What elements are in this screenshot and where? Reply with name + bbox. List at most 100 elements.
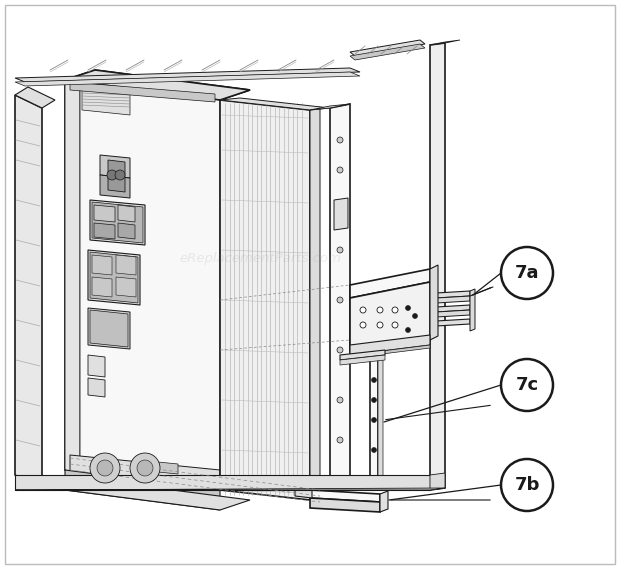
Polygon shape — [100, 155, 130, 178]
Polygon shape — [220, 98, 330, 110]
Polygon shape — [90, 200, 145, 245]
Polygon shape — [380, 491, 388, 512]
Circle shape — [371, 398, 376, 402]
Circle shape — [392, 322, 398, 328]
Circle shape — [107, 170, 117, 180]
Polygon shape — [470, 289, 475, 331]
Circle shape — [412, 314, 417, 319]
Polygon shape — [378, 352, 383, 489]
Polygon shape — [352, 310, 470, 322]
Circle shape — [115, 170, 125, 180]
Polygon shape — [340, 350, 385, 360]
Circle shape — [371, 418, 376, 423]
Circle shape — [90, 453, 120, 483]
Polygon shape — [92, 277, 112, 297]
Polygon shape — [15, 95, 42, 488]
Polygon shape — [352, 305, 470, 317]
Polygon shape — [90, 252, 138, 303]
Circle shape — [405, 328, 410, 332]
Polygon shape — [92, 255, 112, 275]
Text: eReplacementParts.com: eReplacementParts.com — [179, 253, 342, 265]
Polygon shape — [108, 160, 125, 192]
Circle shape — [371, 447, 376, 452]
Polygon shape — [350, 335, 430, 355]
Polygon shape — [94, 205, 115, 222]
Polygon shape — [118, 223, 135, 239]
Polygon shape — [350, 40, 425, 56]
Polygon shape — [65, 70, 250, 100]
Polygon shape — [310, 104, 350, 110]
Circle shape — [337, 297, 343, 303]
Polygon shape — [340, 355, 385, 365]
Polygon shape — [352, 319, 470, 331]
Circle shape — [337, 137, 343, 143]
Circle shape — [337, 347, 343, 353]
Text: 7b: 7b — [515, 476, 539, 494]
Circle shape — [371, 377, 376, 382]
Polygon shape — [82, 88, 130, 115]
Polygon shape — [334, 198, 348, 230]
Polygon shape — [158, 462, 178, 474]
Polygon shape — [370, 352, 383, 355]
Polygon shape — [94, 223, 115, 239]
Polygon shape — [65, 80, 80, 473]
Circle shape — [377, 322, 383, 328]
Circle shape — [337, 437, 343, 443]
Polygon shape — [430, 265, 438, 340]
Circle shape — [137, 460, 153, 476]
Circle shape — [337, 397, 343, 403]
Polygon shape — [430, 473, 445, 490]
Polygon shape — [80, 83, 220, 490]
Polygon shape — [330, 104, 350, 480]
Polygon shape — [116, 277, 136, 297]
Polygon shape — [350, 282, 430, 350]
Polygon shape — [158, 475, 178, 485]
Circle shape — [392, 307, 398, 313]
Polygon shape — [350, 345, 430, 358]
Circle shape — [97, 460, 113, 476]
Polygon shape — [65, 480, 250, 510]
Polygon shape — [88, 308, 130, 349]
Polygon shape — [350, 269, 430, 298]
Polygon shape — [88, 355, 105, 377]
Polygon shape — [352, 291, 470, 303]
Polygon shape — [310, 107, 320, 500]
Circle shape — [501, 459, 553, 511]
Polygon shape — [70, 455, 220, 490]
Polygon shape — [310, 490, 380, 502]
Polygon shape — [65, 70, 250, 100]
Polygon shape — [430, 40, 460, 45]
Polygon shape — [70, 82, 215, 102]
Polygon shape — [430, 43, 445, 490]
Polygon shape — [370, 354, 378, 490]
Polygon shape — [15, 475, 430, 490]
Polygon shape — [352, 296, 470, 308]
Circle shape — [377, 307, 383, 313]
Circle shape — [501, 359, 553, 411]
Circle shape — [337, 167, 343, 173]
Polygon shape — [88, 378, 105, 397]
Polygon shape — [310, 498, 380, 512]
Polygon shape — [88, 250, 140, 305]
Polygon shape — [15, 488, 445, 490]
Circle shape — [130, 453, 160, 483]
Polygon shape — [15, 87, 55, 108]
Text: 7a: 7a — [515, 264, 539, 282]
Polygon shape — [118, 205, 135, 222]
Polygon shape — [65, 470, 220, 510]
Polygon shape — [116, 255, 136, 275]
Circle shape — [501, 247, 553, 299]
Circle shape — [360, 322, 366, 328]
Polygon shape — [15, 72, 360, 86]
Text: 7c: 7c — [515, 376, 539, 394]
Polygon shape — [220, 100, 310, 500]
Polygon shape — [90, 310, 128, 347]
Circle shape — [360, 307, 366, 313]
Polygon shape — [295, 488, 312, 498]
Circle shape — [405, 306, 410, 311]
Circle shape — [337, 247, 343, 253]
Polygon shape — [100, 175, 130, 198]
Polygon shape — [350, 44, 425, 60]
Polygon shape — [92, 202, 143, 243]
Polygon shape — [65, 80, 220, 490]
